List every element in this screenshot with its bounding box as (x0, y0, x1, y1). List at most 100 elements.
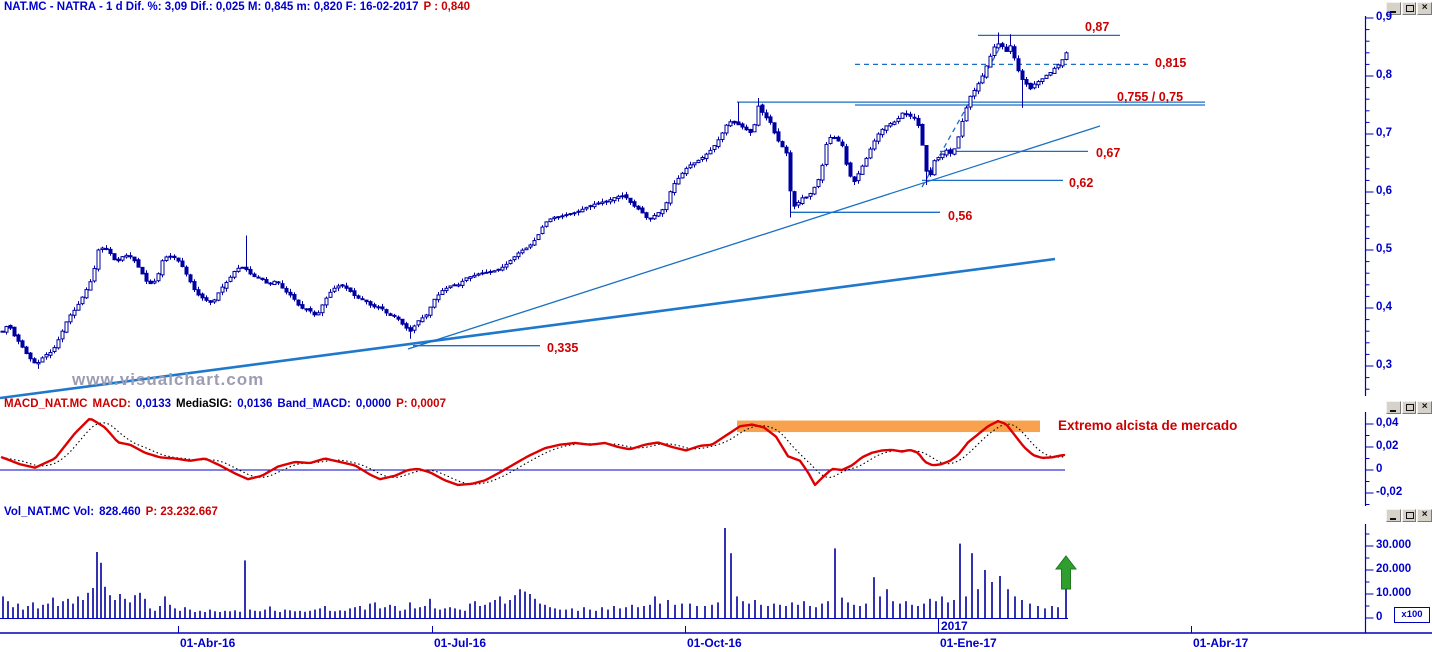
restore-icon[interactable] (1401, 401, 1417, 414)
candle-body (172, 255, 177, 259)
candle-body (320, 304, 325, 314)
volume-bar (22, 609, 24, 618)
candle-body (976, 83, 981, 92)
volume-bar (209, 609, 211, 618)
volume-bar (314, 609, 316, 618)
candle-body (752, 124, 757, 133)
volume-bar (984, 570, 986, 618)
candle-body (252, 273, 257, 278)
candle-body (684, 167, 689, 175)
candle-body (60, 330, 65, 340)
volume-bar (464, 610, 466, 618)
candle-body (52, 347, 57, 352)
volume-bar (595, 610, 597, 618)
volume-bar (374, 602, 376, 618)
volume-bar (571, 608, 573, 618)
candle-body (336, 285, 341, 289)
candle-body (864, 157, 869, 167)
volume-bar (339, 610, 341, 618)
candle-body (944, 149, 949, 156)
volume-panel-window-controls: × (1386, 509, 1432, 522)
candle-body (932, 160, 937, 176)
time-axis-label: 01-Abr-16 (180, 636, 236, 650)
volume-bar (607, 609, 609, 618)
volume-bar (234, 610, 236, 618)
price-level-label: 0,755 / 0,75 (1117, 90, 1184, 104)
minimize-icon[interactable] (1386, 401, 1401, 414)
volume-bar (439, 609, 441, 618)
volume-bar (109, 595, 111, 618)
candle-body (176, 257, 181, 262)
candle-body (124, 254, 129, 258)
volume-bar (299, 610, 301, 618)
candle-body (216, 292, 221, 301)
price-axis-label: 0,5 (1376, 243, 1392, 255)
volume-bar (239, 611, 241, 618)
volume-bar (344, 610, 346, 618)
candle-body (96, 249, 101, 270)
volume-bar (389, 604, 391, 618)
candle-body (1048, 72, 1053, 76)
close-icon[interactable]: × (1417, 401, 1432, 414)
candle-body (804, 196, 809, 199)
candle-body (1052, 67, 1057, 74)
candle-body (1004, 46, 1009, 52)
candle-body (960, 120, 965, 137)
volume-bar (999, 576, 1001, 618)
volume-bar (77, 596, 79, 618)
candle-body (108, 248, 113, 254)
volume-bar (841, 597, 843, 618)
candle-body (348, 287, 353, 292)
time-axis-label: 01-Abr-17 (1193, 636, 1249, 650)
volume-bar (519, 589, 521, 618)
minimize-icon[interactable] (1386, 2, 1401, 15)
minimize-icon[interactable] (1386, 509, 1401, 522)
candle-body (912, 116, 917, 119)
candle-body (132, 256, 137, 262)
restore-icon[interactable] (1401, 2, 1417, 15)
candle-body (1044, 74, 1049, 79)
candle-body (832, 136, 837, 139)
macd-label: MACD: (92, 398, 131, 410)
volume-bar (941, 596, 943, 618)
close-icon[interactable]: × (1417, 2, 1432, 15)
volume-bar (859, 606, 861, 618)
candle-body (884, 125, 889, 131)
candle-body (620, 195, 625, 198)
volume-bar (643, 606, 645, 618)
candle-body (668, 191, 673, 204)
candle-body (900, 112, 905, 119)
volume-bar (681, 603, 683, 618)
candle-body (200, 293, 205, 299)
volume-bar (494, 600, 496, 618)
volume-bar (189, 609, 191, 618)
volume-bar (911, 604, 913, 618)
macd-line (0, 418, 1066, 487)
volume-bar (424, 606, 426, 618)
volume-bar (139, 592, 141, 618)
candle-body (784, 146, 789, 154)
volume-bar (959, 543, 961, 618)
volume-bar (923, 603, 925, 618)
restore-icon[interactable] (1401, 509, 1417, 522)
volume-bar (509, 600, 511, 618)
candle-body (312, 311, 317, 316)
candle-body (256, 276, 261, 279)
candle-body (208, 300, 213, 303)
candle-body (980, 75, 985, 84)
candle-body (1024, 79, 1029, 85)
volume-bar (589, 609, 591, 618)
candle-body (404, 323, 409, 329)
mediasig-value: 0,0136 (237, 398, 273, 410)
volume-bar (199, 610, 201, 618)
close-icon[interactable]: × (1417, 509, 1432, 522)
candle-body (920, 123, 925, 146)
volume-bar (309, 610, 311, 618)
candle-body (456, 284, 461, 287)
candle-body (748, 128, 753, 134)
candle-body (344, 285, 349, 289)
volume-bar (879, 596, 881, 618)
candle-body (704, 153, 709, 160)
candle-body (260, 277, 265, 281)
